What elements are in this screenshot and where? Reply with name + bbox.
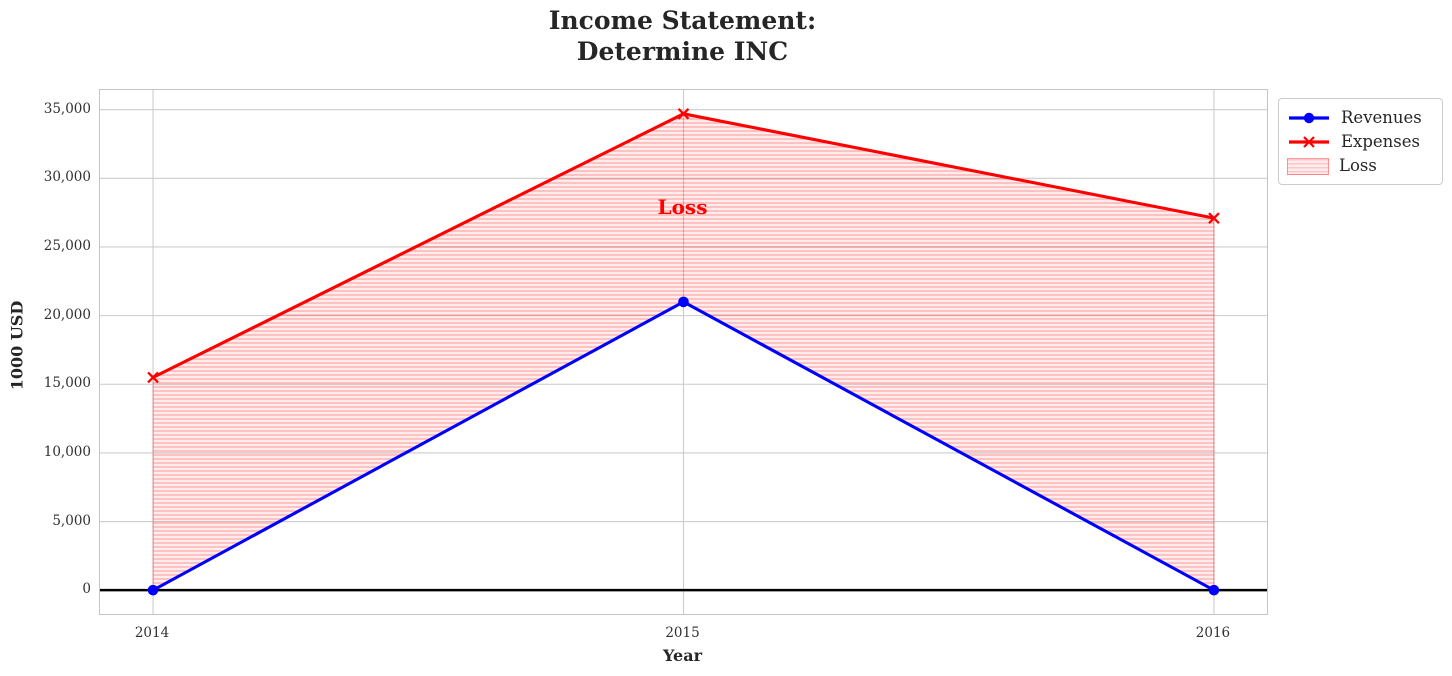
x-tick-label: 2014 xyxy=(134,625,170,641)
y-axis-label: 1000 USD xyxy=(7,300,27,391)
x-tick-label: 2016 xyxy=(1195,625,1231,641)
expenses-marker xyxy=(677,108,690,120)
revenues-marker xyxy=(678,296,689,308)
legend-label-revenues: Revenues xyxy=(1341,108,1422,127)
loss-annotation: Loss xyxy=(657,194,708,219)
revenues-marker xyxy=(147,584,159,596)
legend-label-expenses: Expenses xyxy=(1341,132,1421,151)
legend-item-loss: Loss xyxy=(1287,154,1432,178)
chart-canvas xyxy=(100,90,1267,614)
y-tick-label: 10,000 xyxy=(43,443,91,460)
y-tick-label: 5,000 xyxy=(52,512,91,529)
legend: Revenues Expenses Loss xyxy=(1278,98,1443,185)
legend-item-expenses: Expenses xyxy=(1287,130,1432,154)
y-tick-label: 30,000 xyxy=(43,169,91,186)
chart-title: Income Statement: Determine INC xyxy=(548,6,817,66)
revenues-marker xyxy=(1208,584,1220,596)
revenues-line-icon xyxy=(1289,112,1329,124)
x-tick-label: 2015 xyxy=(665,625,700,641)
y-tick-label: 0 xyxy=(82,581,91,598)
expenses-marker xyxy=(147,371,159,384)
legend-item-revenues: Revenues xyxy=(1287,106,1432,130)
y-tick-label: 25,000 xyxy=(43,237,91,254)
y-tick-label: 15,000 xyxy=(43,375,91,392)
y-tick-label: 20,000 xyxy=(43,306,91,323)
legend-label-loss: Loss xyxy=(1339,156,1377,175)
loss-hatch-swatch-icon xyxy=(1287,157,1329,175)
x-axis-label: Year xyxy=(662,646,702,665)
y-tick-label: 35,000 xyxy=(43,100,91,117)
expenses-marker xyxy=(1208,212,1220,224)
plot-area xyxy=(99,89,1268,615)
expenses-line-icon xyxy=(1289,136,1329,148)
